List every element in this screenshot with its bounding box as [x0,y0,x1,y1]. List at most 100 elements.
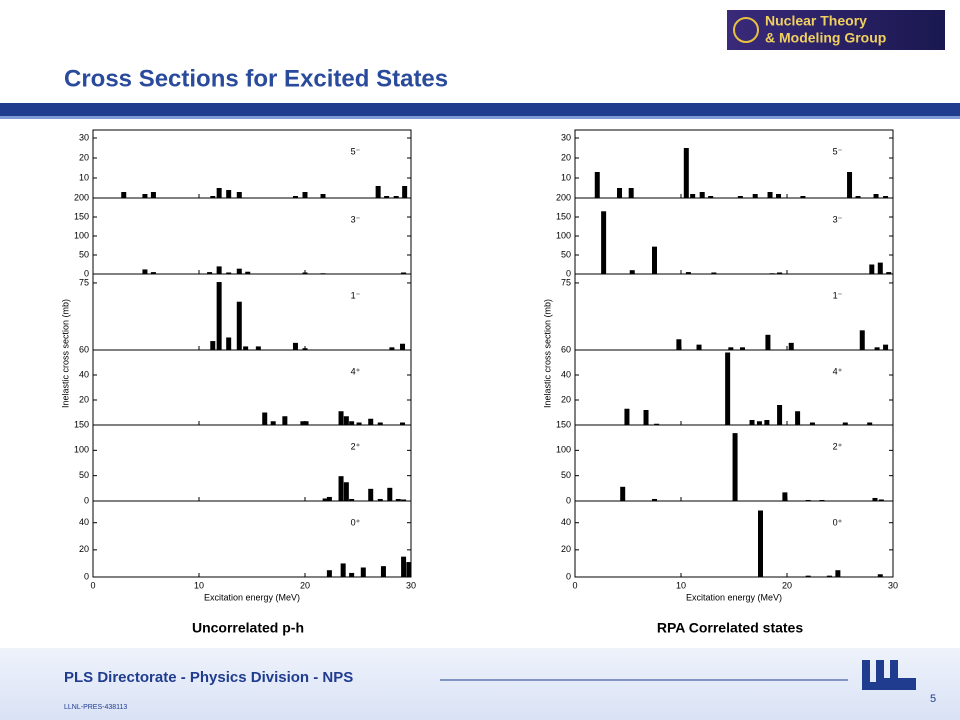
panel-frame [574,197,894,275]
bar [628,188,634,198]
bar [150,272,156,274]
x-tick-label: 0 [572,580,577,590]
y-tick-label: 10 [79,172,89,182]
y-tick-label: 10 [561,172,571,182]
bar [282,416,288,425]
panel-label: 0⁺ [351,517,361,527]
bar [711,272,717,274]
panel-frame [574,500,894,578]
bar [349,498,355,501]
bar [207,272,213,274]
y-tick-label: 60 [561,344,571,354]
bar [338,411,344,425]
panel-label: 1⁻ [833,290,843,300]
bar [236,301,242,350]
bar [216,266,222,274]
y-tick-label: 200 [74,192,89,202]
bar [624,408,630,425]
panel-frame [574,349,894,426]
y-tick-label: 0 [566,495,571,505]
y-tick-label: 20 [79,394,89,404]
bar [847,172,853,198]
bar [728,347,734,350]
y-tick-label: 200 [556,192,571,202]
bar [874,347,880,350]
panel-label: 4⁺ [833,366,843,376]
panel-label: 3⁻ [351,214,361,224]
y-axis-label: Inelastic cross section (mb) [542,299,552,408]
bar [756,421,762,425]
x-tick-label: 20 [782,580,792,590]
bar [343,416,349,425]
page-number: 5 [930,693,936,705]
logo-text: & Modeling Group [765,30,886,46]
panel-frame [92,129,412,199]
bar [877,574,883,577]
bar [338,476,344,501]
bar [302,272,308,274]
panel-label: 2⁺ [833,441,843,451]
bar [749,420,755,425]
bar [380,566,386,577]
y-tick-label: 100 [74,230,89,240]
bar [800,196,806,198]
bar [401,499,407,501]
bar [375,186,381,198]
y-axis-label: Inelastic cross section (mb) [60,299,70,408]
x-axis-label: Excitation energy (MeV) [686,592,782,602]
panel-frame [574,129,894,199]
bar [758,510,763,577]
panel-frame [92,273,412,351]
y-tick-label: 150 [74,419,89,429]
bar [652,498,657,501]
y-tick-label: 50 [79,249,89,259]
bar [737,196,743,198]
bar [255,346,261,350]
y-tick-label: 20 [561,152,571,162]
bar [360,567,366,577]
bar [886,272,892,274]
bar [150,192,156,198]
bar [303,421,309,425]
bar [226,337,232,350]
bar [406,562,412,577]
y-tick-label: 150 [74,211,89,221]
y-tick-label: 0 [84,571,89,581]
header-stripe [0,116,960,119]
bar [883,196,889,198]
panel-frame [92,424,412,502]
panel-label: 5⁻ [351,146,361,156]
y-tick-label: 0 [84,268,89,278]
y-tick-label: 20 [561,394,571,404]
y-tick-label: 0 [84,495,89,505]
logo-box [727,10,945,50]
bar [393,196,399,198]
bar [302,348,308,350]
bar [699,192,705,198]
bar [340,563,346,577]
x-tick-label: 10 [676,580,686,590]
bar [859,330,865,350]
bar [654,423,660,425]
bar [142,194,148,198]
panel-label: 5⁻ [833,146,843,156]
bar [776,194,782,198]
bar [389,347,395,350]
bar [696,344,702,350]
bar [767,192,773,198]
bar [877,262,883,274]
bar [142,269,148,274]
bar [326,496,332,501]
bar [121,192,127,198]
bar [788,342,794,350]
doc-id: LLNL-PRES-438113 [64,704,127,711]
y-tick-label: 75 [561,277,571,287]
slide-title: Cross Sections for Excited States [64,65,448,92]
bar [873,194,879,198]
bar [326,570,332,577]
bar [401,272,407,274]
y-tick-label: 100 [556,230,571,240]
bar [368,418,374,425]
bar [322,498,328,501]
